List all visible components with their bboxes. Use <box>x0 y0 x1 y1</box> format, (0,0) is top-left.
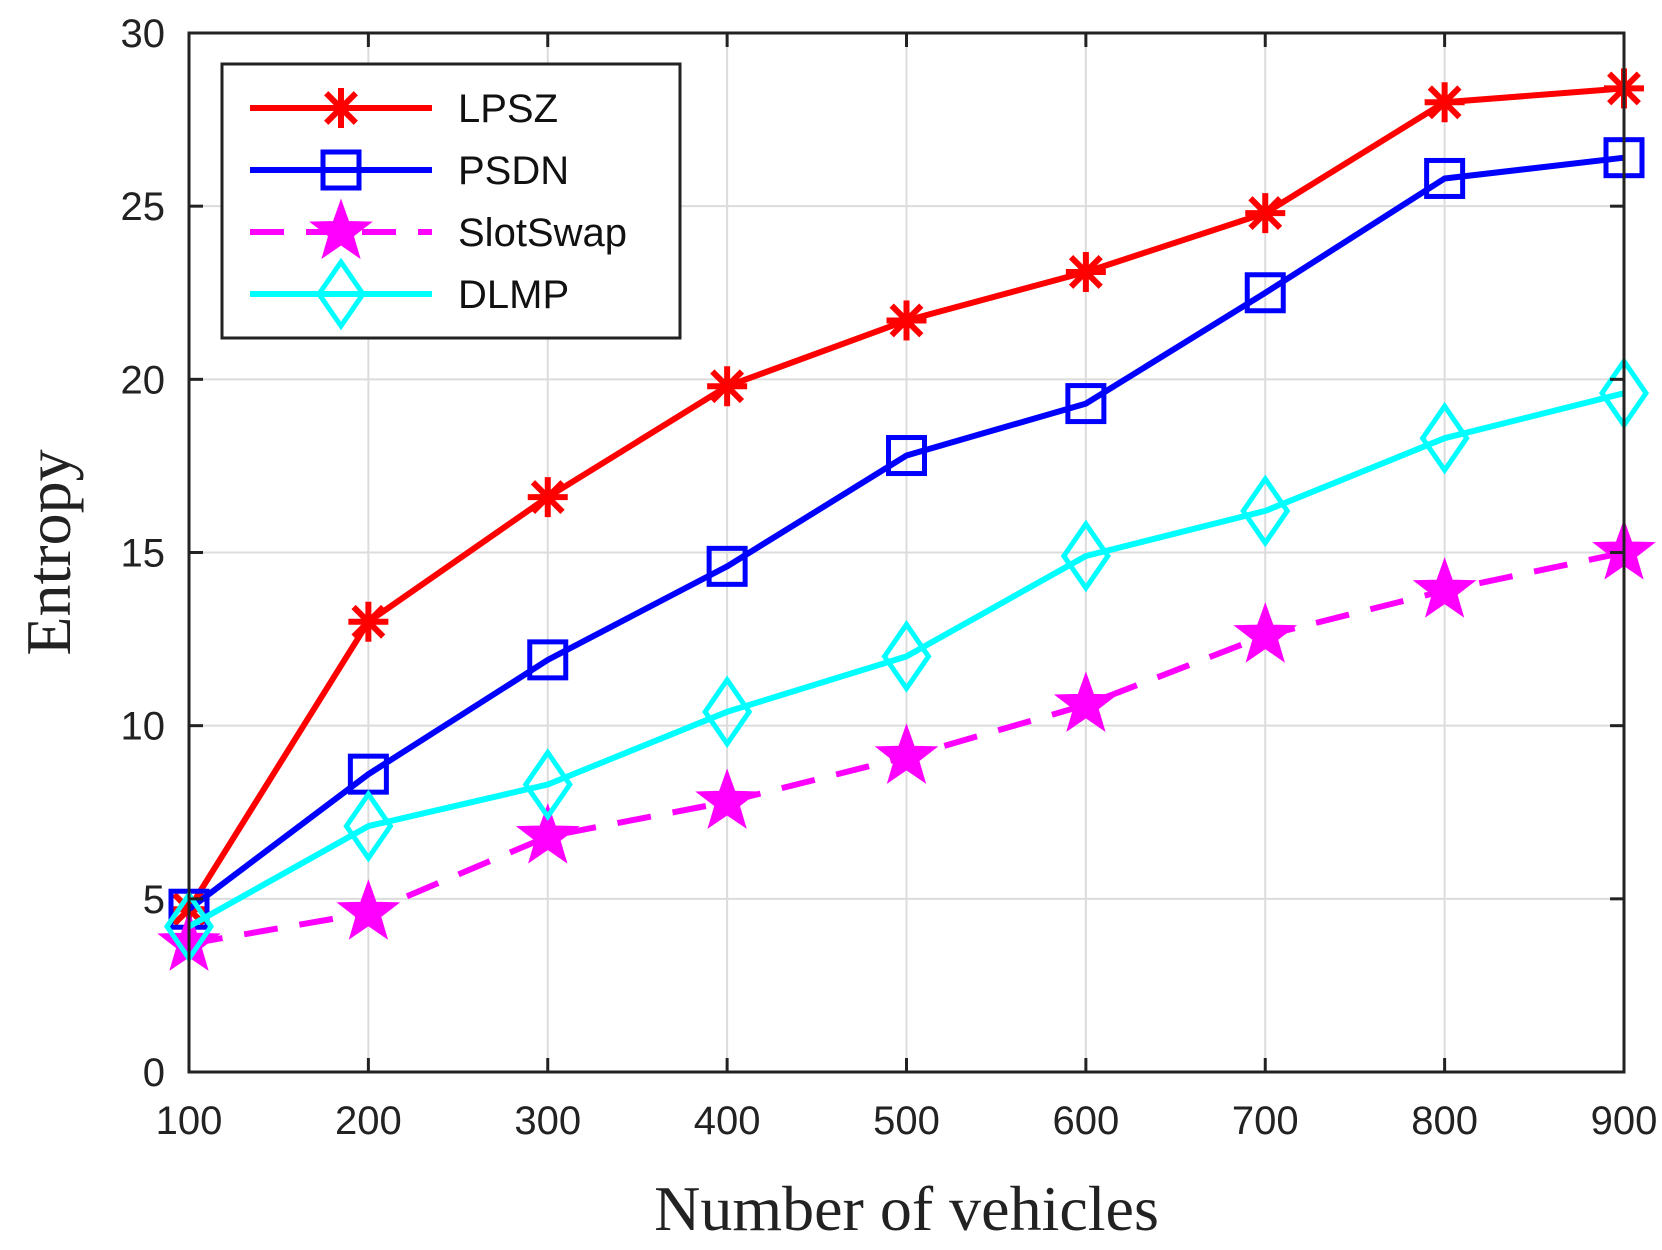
star-shape <box>874 723 939 784</box>
star-shape <box>695 768 760 829</box>
x-tick-label: 800 <box>1411 1099 1478 1143</box>
square-outline <box>527 639 569 681</box>
legend-item: LPSZ <box>250 87 558 131</box>
diamond-outline <box>702 675 753 749</box>
data-point <box>1424 157 1466 199</box>
legend-label: SlotSwap <box>458 211 627 255</box>
data-point <box>1412 557 1477 618</box>
legend-label: DLMP <box>458 273 569 317</box>
series-line <box>187 154 1625 912</box>
diamond-outline <box>315 257 367 331</box>
x-tick-label: 700 <box>1232 1099 1299 1143</box>
series-line <box>187 390 1625 930</box>
data-point <box>1419 401 1470 475</box>
x-tick-label: 400 <box>694 1099 761 1143</box>
square-outline <box>1244 272 1286 314</box>
data-point <box>1233 602 1298 663</box>
data-point <box>343 789 394 863</box>
data-point <box>527 639 569 681</box>
x-tick-label: 600 <box>1053 1099 1120 1143</box>
data-point <box>886 300 927 341</box>
legend-marker <box>320 149 362 191</box>
diamond-outline <box>1419 401 1470 475</box>
legend-item: DLMP <box>250 257 569 331</box>
star-shape <box>1412 557 1477 618</box>
data-point <box>881 619 932 693</box>
y-tick-label: 15 <box>121 532 166 576</box>
legend-marker <box>321 88 361 128</box>
star-shape <box>1233 602 1298 663</box>
star-shape <box>336 879 401 940</box>
data-point <box>348 601 389 642</box>
data-point <box>874 723 939 784</box>
square-outline <box>1424 157 1466 199</box>
square-outline <box>320 149 362 191</box>
data-point <box>886 435 927 477</box>
y-tick-label: 30 <box>121 12 166 56</box>
axis-ticks: 100 200 300 400 500 600 700 800 900 0 5 10 15 20 25 30 <box>121 12 1658 1143</box>
diamond-outline <box>1240 474 1291 548</box>
y-tick-label: 5 <box>143 878 165 922</box>
data-point <box>702 675 753 749</box>
data-point <box>1065 251 1106 292</box>
data-point <box>706 545 748 587</box>
data-point <box>1245 193 1286 234</box>
x-tick-label: 500 <box>873 1099 940 1143</box>
legend: LPSZ PSDN SlotSwap DLMP <box>220 62 682 340</box>
y-tick-label: 0 <box>143 1051 165 1095</box>
data-point <box>707 366 748 407</box>
data-point <box>515 803 580 864</box>
y-axis-title: Entropy <box>13 449 84 655</box>
data-point <box>1053 671 1118 733</box>
star-shape <box>1053 671 1118 733</box>
legend-marker <box>309 198 373 260</box>
diamond-outline <box>1060 519 1111 593</box>
square-outline <box>886 435 927 477</box>
data-point <box>695 768 760 829</box>
x-tick-label: 300 <box>514 1099 581 1143</box>
legend-label: LPSZ <box>458 87 558 131</box>
y-tick-label: 25 <box>121 185 166 229</box>
star-shape <box>515 803 580 864</box>
data-point <box>1244 272 1286 314</box>
data-point <box>336 879 401 940</box>
diamond-outline <box>343 789 394 863</box>
series-lpsz <box>169 68 1644 930</box>
legend-marker <box>315 257 367 331</box>
data-point <box>1424 82 1465 123</box>
diamond-outline <box>881 619 932 693</box>
x-tick-label: 100 <box>156 1099 223 1143</box>
data-point <box>1240 474 1291 548</box>
legend-item: SlotSwap <box>250 198 627 260</box>
series-group <box>157 68 1656 971</box>
star-shape <box>309 198 373 260</box>
x-axis-title: Number of vehicles <box>654 1173 1159 1244</box>
y-tick-label: 20 <box>121 358 166 402</box>
data-point <box>1060 519 1111 593</box>
data-point <box>522 748 573 821</box>
square-outline <box>1065 383 1107 425</box>
diamond-outline <box>522 748 573 821</box>
y-tick-label: 10 <box>121 705 166 749</box>
x-tick-label: 900 <box>1591 1099 1658 1143</box>
legend-item: PSDN <box>250 149 569 193</box>
data-point <box>527 477 568 518</box>
data-point <box>1065 383 1107 425</box>
legend-label: PSDN <box>458 149 569 193</box>
x-tick-label: 200 <box>335 1099 402 1143</box>
series-dlmp <box>163 356 1650 963</box>
square-outline <box>706 545 748 587</box>
series-psdn <box>168 137 1645 930</box>
